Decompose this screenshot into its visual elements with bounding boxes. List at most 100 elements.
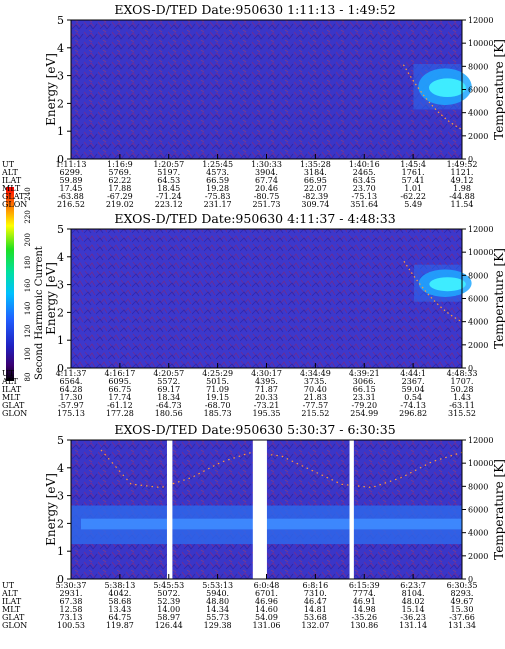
ephemeris-cell: 1.43 [453, 393, 471, 402]
ephemeris-cell: 6:15:39 [349, 581, 380, 590]
spectrogram-panel-1: EXOS-D/TED Date:950630 1:11:13 - 1:49:52… [1, 2, 505, 209]
y-axis-label: Energy [eV] [44, 262, 58, 335]
ephemeris-cell: -63.88 [58, 192, 84, 201]
ephemeris-cell: 21.83 [304, 393, 327, 402]
row-label: GLON [2, 621, 27, 630]
ephemeris-cell: 351.64 [350, 200, 378, 209]
row-label: GLAT [2, 613, 25, 622]
ephemeris-cell: 254.99 [350, 409, 378, 418]
ephemeris-cell: 4:39:21 [349, 369, 380, 378]
ephemeris-cell: 58.68 [108, 597, 131, 606]
ephemeris-cell: -74.13 [400, 401, 426, 410]
y-tick-label: 3 [57, 279, 64, 292]
row-label: UT [2, 581, 15, 590]
ephemeris-cell: 5:30:37 [56, 581, 87, 590]
y2-tick-label: 12000 [468, 225, 493, 234]
colorbar-tick-label: 100 [24, 347, 32, 360]
ephemeris-cell: 59.04 [402, 385, 425, 394]
row-label: ALT [1, 589, 18, 598]
ephemeris-cell: -73.21 [254, 401, 280, 410]
row-label: GLAT [2, 192, 25, 201]
ephemeris-cell: 64.75 [108, 613, 131, 622]
ephemeris-cell: 17.74 [108, 393, 131, 402]
y2-tick-label: 0 [468, 575, 473, 584]
ephemeris-cell: 100.53 [57, 621, 85, 630]
y-tick-label: 1 [57, 125, 64, 138]
ephemeris-cell: -64.73 [156, 401, 182, 410]
row-label: UT [2, 369, 15, 378]
ephemeris-cell: 62.22 [108, 176, 131, 185]
ephemeris-cell: 14.34 [206, 605, 229, 614]
ephemeris-cell: 223.12 [155, 200, 183, 209]
ephemeris-cell: 66.15 [353, 385, 376, 394]
ephemeris-cell: 14.98 [353, 605, 376, 614]
colorbar-tick-label: 200 [24, 233, 32, 246]
data-gap [349, 440, 354, 579]
ephemeris-cell: -71.24 [156, 192, 182, 201]
ephemeris-cell: 195.35 [253, 409, 281, 418]
colorbar-tick-label: 240 [24, 187, 32, 200]
ephemeris-cell: 126.44 [155, 621, 183, 630]
ephemeris-cell: -68.70 [205, 401, 231, 410]
ephemeris-cell: 3066. [353, 377, 376, 386]
ephemeris-cell: 4:34:49 [300, 369, 331, 378]
temperature-trace [402, 64, 463, 130]
ephemeris-cell: 71.87 [255, 385, 278, 394]
ephemeris-cell: 54.09 [255, 613, 278, 622]
ephemeris-cell: 23.70 [353, 184, 376, 193]
row-label: GLON [2, 409, 27, 418]
ephemeris-cell: 48.80 [206, 597, 229, 606]
row-label: ALT [1, 168, 18, 177]
ephemeris-cell: 6095. [108, 377, 131, 386]
ephemeris-cell: 69.17 [157, 385, 180, 394]
y-tick-label: 2 [57, 517, 64, 530]
spectrogram-panel-2: EXOS-D/TED Date:950630 4:11:37 - 4:48:33… [1, 211, 505, 418]
y2-axis-label: Temperature [K] [492, 248, 505, 349]
y-tick-label: 1 [57, 545, 64, 558]
y2-tick-label: 2000 [468, 132, 488, 141]
ephemeris-cell: 2465. [353, 168, 376, 177]
ephemeris-cell: 251.73 [253, 200, 281, 209]
ephemeris-cell: 219.02 [106, 200, 134, 209]
ephemeris-cell: 50.28 [451, 385, 474, 394]
y-tick-label: 0 [57, 153, 64, 166]
ephemeris-cell: -80.75 [254, 192, 280, 201]
ephemeris-cell: 18.45 [157, 184, 180, 193]
ephemeris-cell: 46.47 [304, 597, 327, 606]
row-label: MLT [2, 605, 21, 614]
energy-band-core [81, 518, 462, 530]
ephemeris-cell: 4:48:33 [447, 369, 478, 378]
y-axis-label: Energy [eV] [44, 473, 58, 546]
ephemeris-cell: -36.23 [400, 613, 426, 622]
data-gap [166, 440, 173, 579]
ephemeris-cell: 177.28 [106, 409, 134, 418]
ephemeris-cell: 20.46 [255, 184, 278, 193]
ephemeris-cell: 14.81 [304, 605, 327, 614]
ephemeris-cell: 70.40 [304, 385, 327, 394]
ephemeris-cell: 8293. [451, 589, 474, 598]
row-label: GLAT [2, 401, 25, 410]
row-label: MLT [2, 184, 21, 193]
panel-title: EXOS-D/TED Date:950630 5:30:37 - 6:30:35 [114, 422, 395, 437]
ephemeris-cell: 49.67 [451, 597, 474, 606]
ephemeris-cell: 1707. [451, 377, 474, 386]
ephemeris-cell: 6:8:16 [303, 581, 329, 590]
ephemeris-cell: 4042. [108, 589, 131, 598]
ephemeris-cell: -75.13 [351, 192, 377, 201]
ephemeris-cell: 18.34 [157, 393, 180, 402]
ephemeris-cell: 71.09 [206, 385, 229, 394]
ephemeris-cell: 14.00 [157, 605, 180, 614]
ephemeris-cell: 3904. [255, 168, 278, 177]
ephemeris-cell: 5:45:53 [153, 581, 184, 590]
y-tick-label: 3 [57, 490, 64, 503]
ephemeris-cell: 1:20:57 [153, 160, 184, 169]
ephemeris-cell: 11.54 [451, 200, 474, 209]
y-tick-label: 2 [57, 97, 64, 110]
y-tick-label: 3 [57, 70, 64, 83]
ephemeris-cell: 64.28 [60, 385, 83, 394]
colorbar-tick-label: 180 [24, 256, 32, 269]
spectrogram-background [71, 229, 462, 368]
ephemeris-cell: 1:40:16 [349, 160, 380, 169]
enhancement-peak [428, 78, 466, 98]
